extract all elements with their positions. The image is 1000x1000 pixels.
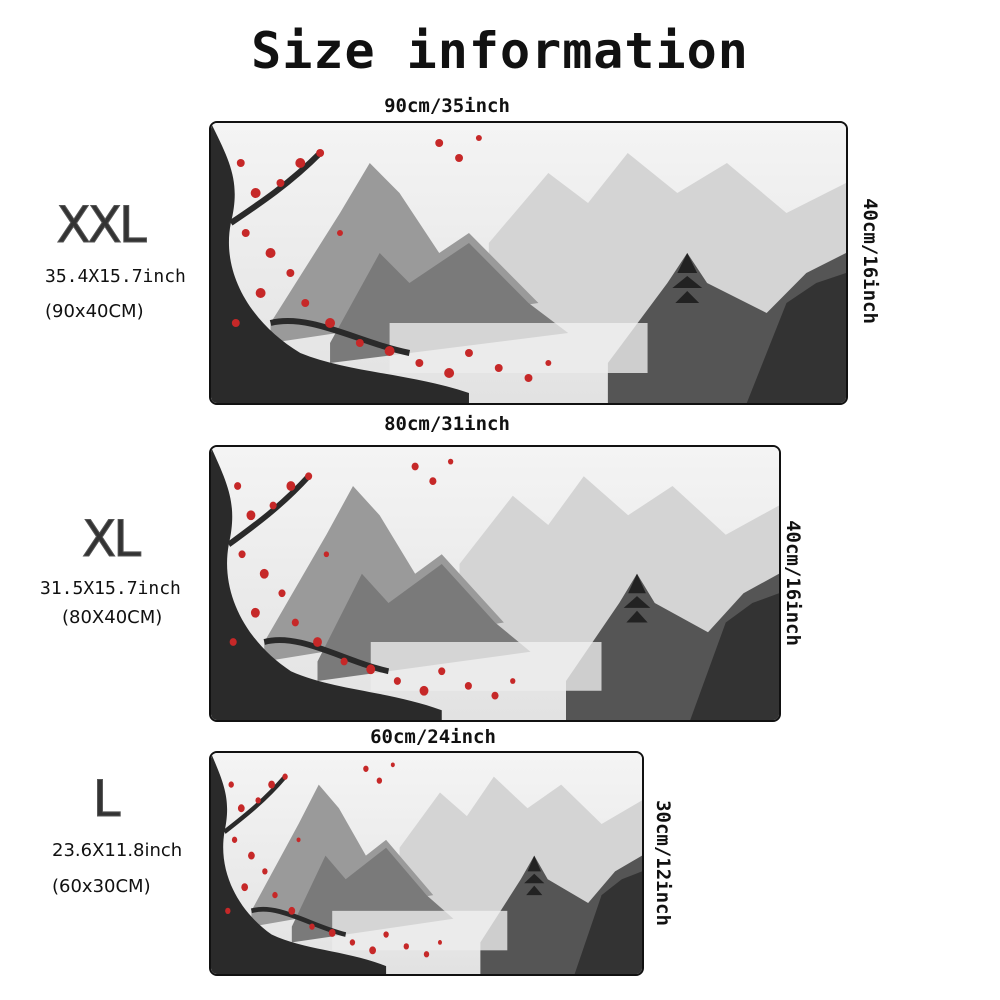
size-cm: (80X40CM)	[62, 607, 163, 628]
size-name: XL	[81, 510, 141, 569]
height-label: 40cm/16inch	[782, 520, 804, 646]
mousepad	[209, 121, 848, 405]
size-inches: 35.4X15.7inch	[45, 266, 186, 287]
pad-image	[211, 447, 779, 720]
size-name: L	[92, 770, 121, 829]
size-cm: (90x40CM)	[45, 301, 144, 322]
pad-image	[211, 753, 642, 974]
mousepad	[209, 751, 644, 976]
width-label: 80cm/31inch	[384, 413, 510, 435]
size-inches: 23.6X11.8inch	[52, 840, 183, 861]
mousepad	[209, 445, 781, 722]
width-label: 90cm/35inch	[384, 95, 510, 117]
size-inches: 31.5X15.7inch	[40, 578, 181, 599]
width-label: 60cm/24inch	[370, 726, 496, 748]
size-cm: (60x30CM)	[52, 876, 151, 897]
size-name: XXL	[56, 196, 147, 255]
pad-image	[211, 123, 846, 403]
height-label: 40cm/16inch	[859, 198, 881, 324]
height-label: 30cm/12inch	[652, 800, 674, 926]
title: Size information	[251, 22, 749, 80]
